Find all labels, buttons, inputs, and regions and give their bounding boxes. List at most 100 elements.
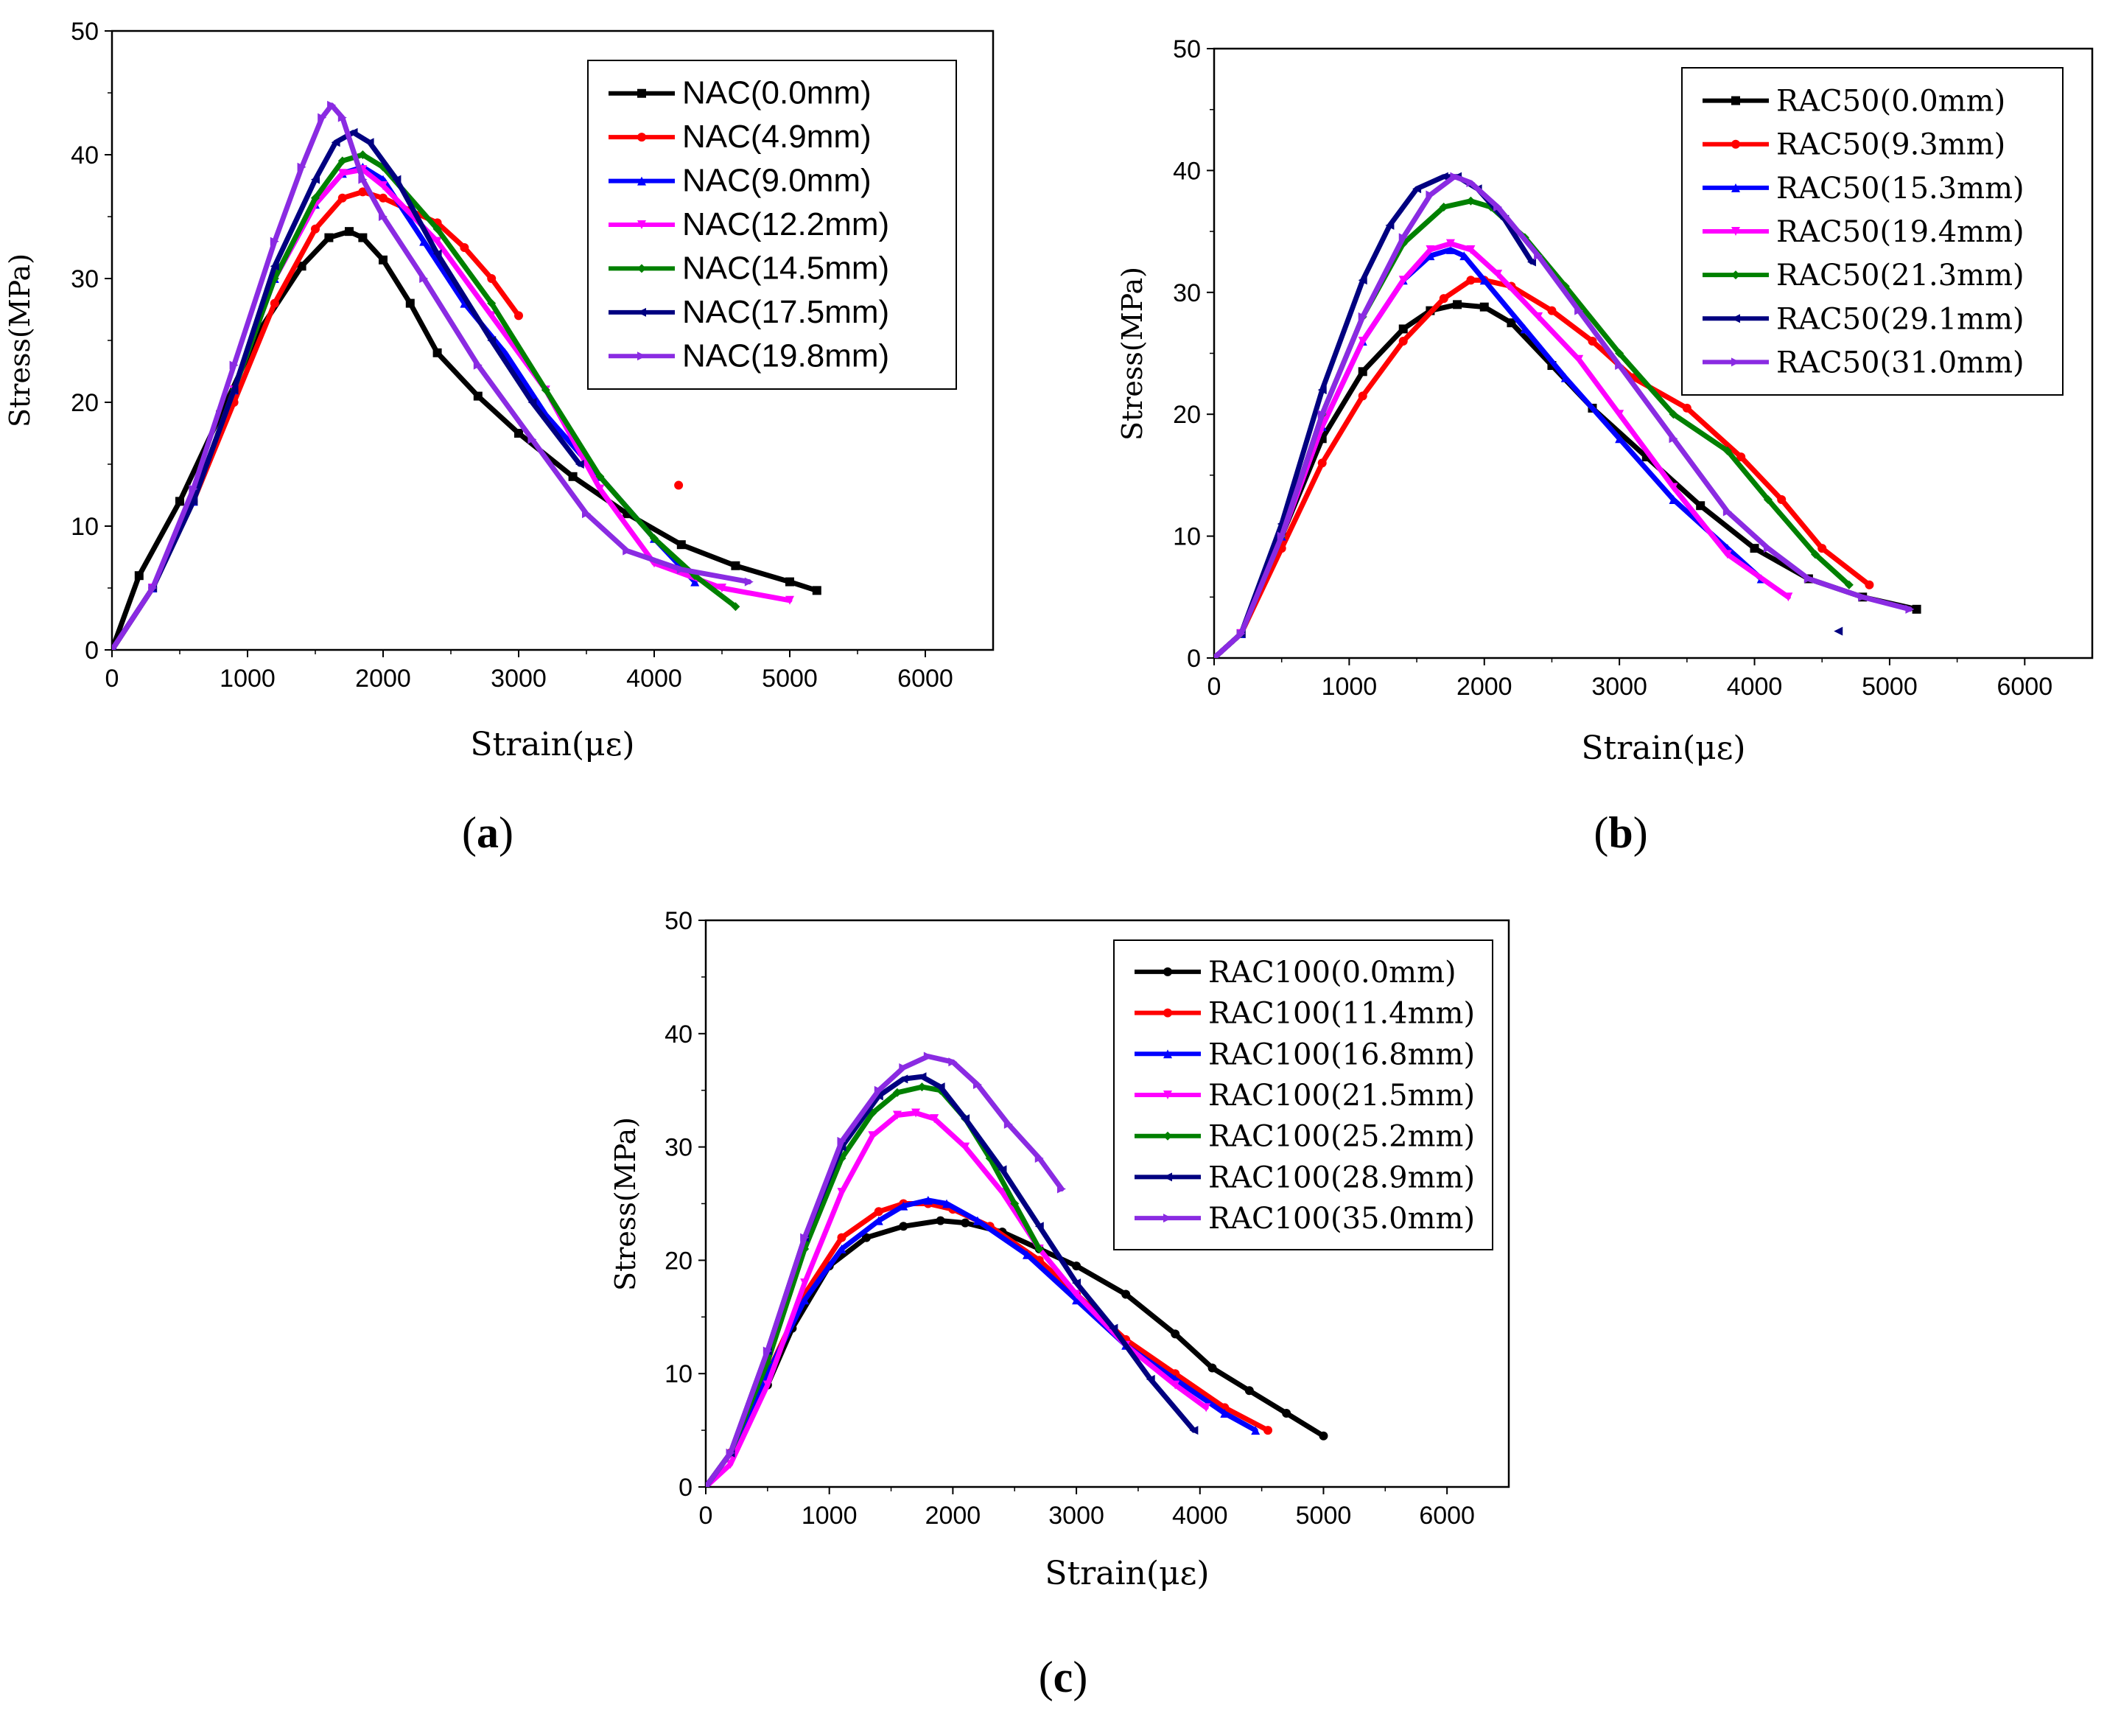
x-tick-label: 6000: [1419, 1502, 1475, 1530]
data-point-nac-19-8mm: [744, 577, 754, 587]
series-group: [706, 1051, 1328, 1487]
data-point-rac100-35-0mm: [1056, 1184, 1066, 1194]
y-tick-label: 20: [665, 1247, 693, 1275]
data-point-rac50-15-3mm: [1520, 324, 1529, 334]
data-point-rac100-35-0mm: [1034, 1153, 1044, 1163]
data-point-rac100-11-4mm: [874, 1207, 883, 1217]
legend-label-nac-0-0mm: NAC(0.0mm): [682, 75, 872, 111]
data-point-rac50-21-3mm: [1763, 494, 1773, 504]
legend-marker-nac-19-8mm: [637, 351, 646, 361]
data-point-rac50-19-4mm: [1398, 276, 1408, 285]
x-tick-label: 3000: [1591, 673, 1647, 701]
y-tick-label: 50: [1173, 35, 1201, 63]
x-tick-label: 4000: [626, 665, 682, 693]
data-point-nac-17-5mm: [365, 138, 374, 147]
series-line-rac100-25-2mm: [706, 1084, 1042, 1487]
y-tick-label: 50: [665, 907, 693, 935]
data-point-nac-12-2mm: [718, 584, 726, 592]
legend-label-nac-17-5mm: NAC(17.5mm): [682, 294, 889, 330]
data-point-rac50-31-0mm: [1763, 544, 1773, 553]
data-point-rac100-35-0mm: [706, 1485, 710, 1487]
data-point-rac50-21-3mm: [1615, 349, 1624, 358]
data-point-nac-19-8mm: [419, 274, 429, 283]
data-point-rac50-31-0mm: [1236, 629, 1246, 638]
legend-marker-rac100-11-4mm: [1163, 1008, 1172, 1018]
data-point-rac100-21-5mm: [762, 1380, 772, 1390]
data-point-rac100-35-0mm: [726, 1448, 735, 1457]
data-point-nac-4-9mm: [270, 298, 279, 308]
data-point-rac50-29-1mm: [1412, 184, 1422, 194]
legend-marker-rac50-9-3mm: [1731, 139, 1740, 149]
x-tick-label: 1000: [1322, 673, 1378, 701]
data-point-rac100-21-5mm: [911, 1108, 921, 1118]
series-group: [1214, 172, 1921, 658]
legend-label-rac100-0-0mm: RAC100(0.0mm): [1208, 956, 1456, 990]
legend: NAC(0.0mm) NAC(4.9mm) NAC(9.0mm) NAC(12.2mm…: [587, 60, 957, 390]
data-point-nac-17-5mm: [311, 175, 320, 184]
legend-marker-nac-17-5mm: [637, 307, 646, 317]
data-point-rac100-35-0mm: [762, 1346, 772, 1356]
data-point-nac-9-0mm: [690, 577, 700, 587]
data-point-rac100-25-2mm: [892, 1088, 902, 1097]
data-point-rac100-28-9mm: [1146, 1374, 1155, 1384]
x-tick-label: 4000: [1727, 673, 1783, 701]
data-point-nac-4-9mm-outlier: [674, 480, 684, 490]
y-tick-label: 30: [71, 265, 99, 293]
x-tick-label: 2000: [355, 665, 411, 693]
x-axis-label: Strain(με): [1045, 1555, 1209, 1592]
data-point-rac100-16-8mm: [972, 1216, 982, 1225]
data-point-nac-12-2mm: [595, 484, 605, 494]
series-line-nac-19-8mm: [112, 102, 752, 650]
data-point-rac50-31-0mm: [1277, 531, 1286, 541]
data-point-nac-17-5mm: [270, 262, 279, 271]
data-point-rac100-25-2mm: [1010, 1199, 1020, 1208]
panel-b-stress-strain-chart: 0 1000 2000 3000 4000 5000 6000 0 10 20 30 40 50 Stra…: [1116, 35, 2094, 857]
data-point-nac-12-2mm: [432, 237, 442, 246]
legend-marker-rac100-35-0mm: [1163, 1214, 1172, 1223]
data-point-nac-4-9mm: [337, 193, 347, 203]
legend-marker-rac50-15-3mm: [1731, 183, 1740, 192]
y-tick-label: 0: [1187, 645, 1201, 673]
x-tick-label: 1000: [220, 665, 276, 693]
y-tick-label: 10: [1173, 523, 1201, 551]
data-point-rac50-15-3mm: [1426, 251, 1435, 261]
data-point-nac-0-0mm: [514, 429, 523, 438]
data-point-rac50-19-4mm: [1669, 483, 1678, 492]
data-point-nac-19-8mm: [337, 113, 347, 122]
data-point-rac100-16-8mm: [942, 1199, 951, 1208]
data-point-rac100-16-8mm: [874, 1216, 883, 1225]
data-point-rac50-9-3mm: [1777, 494, 1787, 504]
data-point-rac50-19-4mm: [1493, 269, 1503, 279]
data-point-rac50-31-0mm: [1574, 306, 1584, 315]
data-point-rac100-21-5mm: [961, 1142, 970, 1152]
data-point-rac100-35-0mm: [837, 1136, 846, 1146]
data-point-nac-12-2mm: [337, 169, 347, 178]
data-point-rac50-9-3mm: [1865, 580, 1874, 589]
data-point-nac-0-0mm: [731, 561, 740, 570]
data-point-nac-14-5mm: [358, 150, 368, 159]
legend-marker-rac50-19-4mm: [1731, 227, 1740, 236]
data-point-rac50-31-0mm: [1214, 656, 1219, 658]
legend-label-rac100-11-4mm: RAC100(11.4mm): [1208, 997, 1475, 1031]
data-point-rac50-19-4mm: [1534, 312, 1543, 321]
data-point-rac50-0-0mm: [1453, 300, 1462, 309]
data-point-rac50-21-3mm: [1722, 446, 1732, 455]
data-point-rac50-21-3mm: [1844, 580, 1854, 589]
data-point-rac50-31-0mm: [1466, 178, 1476, 187]
data-point-nac-14-5mm: [731, 602, 740, 612]
data-point-nac-19-8mm: [358, 175, 368, 184]
data-point-rac50-9-3mm: [1439, 294, 1448, 304]
legend-marker-rac50-21-3mm: [1731, 270, 1740, 280]
data-point-rac50-15-3mm: [1615, 434, 1624, 444]
y-tick-label: 0: [679, 1474, 693, 1502]
legend-marker-rac100-28-9mm: [1163, 1172, 1172, 1182]
data-point-rac50-9-3mm: [1466, 276, 1476, 285]
data-point-rac50-29-1mm: [1385, 220, 1395, 230]
y-tick-label: 10: [71, 513, 99, 541]
data-point-rac100-0-0mm: [1072, 1261, 1081, 1271]
data-point-rac100-0-0mm: [899, 1222, 908, 1231]
data-point-nac-17-5mm: [527, 398, 537, 407]
x-tick-label: 1000: [802, 1502, 858, 1530]
legend-label-nac-9-0mm: NAC(9.0mm): [682, 163, 872, 199]
data-point-rac50-9-3mm: [1358, 391, 1367, 401]
